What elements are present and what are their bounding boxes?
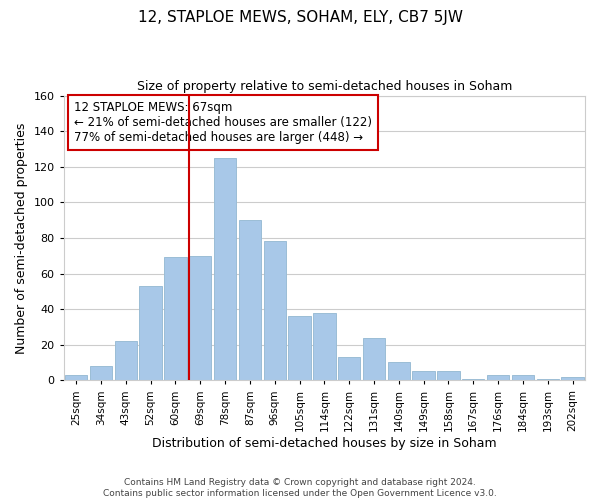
Bar bbox=[90, 366, 112, 380]
Bar bbox=[462, 378, 484, 380]
Bar bbox=[437, 372, 460, 380]
Bar bbox=[412, 372, 435, 380]
Bar bbox=[536, 378, 559, 380]
Bar bbox=[338, 357, 361, 380]
Bar bbox=[388, 362, 410, 380]
X-axis label: Distribution of semi-detached houses by size in Soham: Distribution of semi-detached houses by … bbox=[152, 437, 497, 450]
Bar bbox=[239, 220, 261, 380]
Bar bbox=[115, 341, 137, 380]
Text: 12, STAPLOE MEWS, SOHAM, ELY, CB7 5JW: 12, STAPLOE MEWS, SOHAM, ELY, CB7 5JW bbox=[137, 10, 463, 25]
Bar bbox=[313, 312, 335, 380]
Text: 12 STAPLOE MEWS: 67sqm
← 21% of semi-detached houses are smaller (122)
77% of se: 12 STAPLOE MEWS: 67sqm ← 21% of semi-det… bbox=[74, 102, 372, 144]
Bar bbox=[363, 338, 385, 380]
Bar bbox=[263, 242, 286, 380]
Bar bbox=[289, 316, 311, 380]
Bar bbox=[65, 375, 87, 380]
Bar bbox=[562, 376, 584, 380]
Bar bbox=[139, 286, 162, 380]
Title: Size of property relative to semi-detached houses in Soham: Size of property relative to semi-detach… bbox=[137, 80, 512, 93]
Bar bbox=[512, 375, 534, 380]
Bar bbox=[189, 256, 211, 380]
Bar bbox=[487, 375, 509, 380]
Bar bbox=[164, 258, 187, 380]
Bar bbox=[214, 158, 236, 380]
Text: Contains HM Land Registry data © Crown copyright and database right 2024.
Contai: Contains HM Land Registry data © Crown c… bbox=[103, 478, 497, 498]
Y-axis label: Number of semi-detached properties: Number of semi-detached properties bbox=[15, 122, 28, 354]
